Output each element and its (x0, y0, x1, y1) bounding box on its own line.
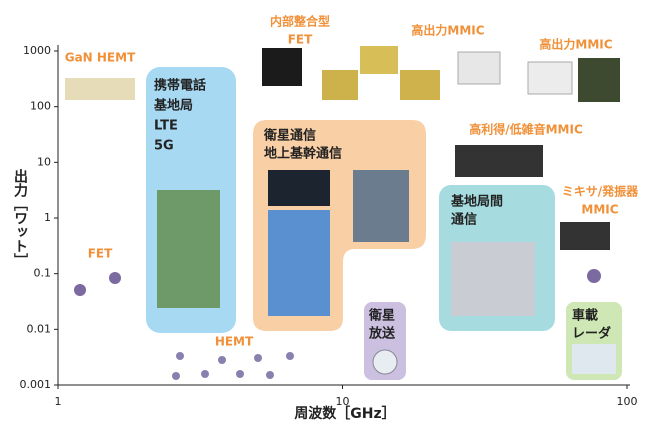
region-label: 携帯電話 (154, 78, 206, 94)
device-label: HEMT (215, 335, 254, 349)
y-tick-label: 0.001 (20, 378, 52, 391)
device-label: ミキサ/発振器 (562, 184, 639, 199)
chip (360, 46, 398, 74)
chip (560, 222, 610, 250)
region-label: 放送 (368, 326, 396, 342)
region-label: 基地局間 (450, 194, 503, 210)
chip (457, 51, 501, 85)
dish-photo (353, 170, 409, 242)
region-label: 5G (154, 139, 174, 154)
chip (587, 269, 601, 283)
device-label: 高出力MMIC (411, 23, 484, 38)
y-tick-label: 100 (30, 100, 51, 113)
tower-photo (268, 210, 330, 316)
device-label: 高利得/低雑音MMIC (469, 122, 583, 137)
satellite-photo (268, 170, 330, 206)
chip (578, 58, 620, 102)
region-label: 衛星通信 (263, 128, 316, 144)
region-label: 地上基幹通信 (264, 146, 342, 162)
chip-group (172, 352, 294, 380)
region-label: LTE (154, 119, 178, 134)
car-photo (572, 344, 616, 374)
chip (527, 61, 573, 95)
device-label: GaN HEMT (65, 51, 136, 65)
chip (65, 78, 135, 100)
y-tick-label: 0.1 (34, 267, 52, 280)
y-tick-label: 1000 (23, 44, 51, 57)
device-label: 内部整合型 (270, 14, 330, 29)
chip (455, 145, 543, 177)
x-axis-label: 周波数［GHz］ (294, 405, 395, 422)
chip (109, 272, 121, 284)
region-label: 基地局 (153, 98, 193, 114)
x-tick-label: 100 (617, 395, 638, 408)
y-axis-label: 出力［ワット］ (12, 168, 28, 267)
region-label: 通信 (451, 212, 477, 228)
tower-photo (157, 190, 220, 308)
device-label: 高出力MMIC (539, 37, 612, 52)
chip (322, 70, 358, 100)
chip (262, 48, 302, 86)
y-tick-label: 1 (44, 211, 51, 224)
region-label: 車載 (572, 308, 598, 324)
device-label: FET (88, 247, 113, 261)
chip (74, 284, 86, 296)
device-label: FET (288, 33, 313, 47)
x-tick-label: 1 (55, 395, 62, 408)
device-label: MMIC (581, 203, 618, 217)
dish-icon (372, 349, 398, 375)
region-label: レーダ (572, 326, 611, 342)
y-tick-label: 10 (37, 155, 51, 168)
chip (400, 70, 440, 100)
region-label: 衛星 (368, 308, 395, 324)
tower-photo (451, 242, 535, 316)
y-tick-label: 0.01 (27, 322, 52, 335)
x-tick-label: 10 (336, 395, 350, 408)
